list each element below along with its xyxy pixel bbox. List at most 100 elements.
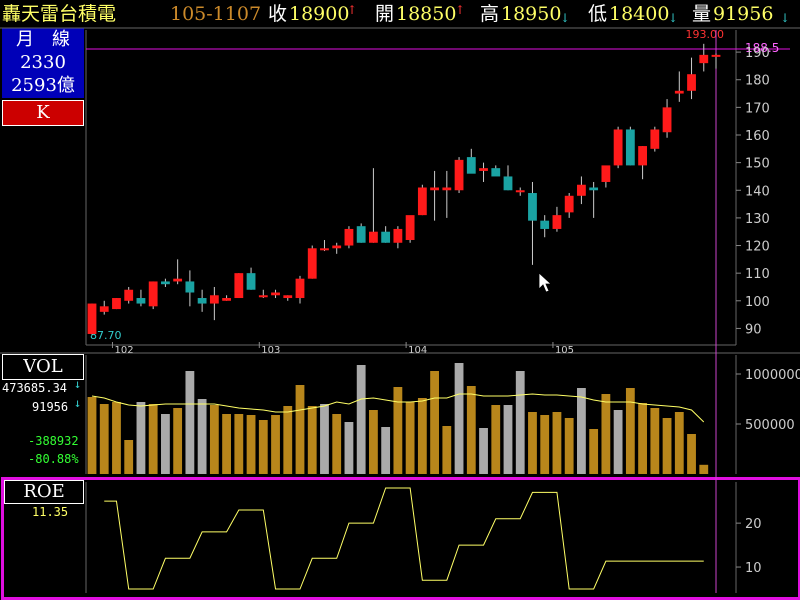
candle-up — [369, 231, 378, 243]
vol-avg-down-icon: ↓ — [74, 377, 82, 391]
volume-bar — [577, 388, 586, 474]
period-label[interactable]: 月 線 — [16, 29, 70, 50]
roe-panel-frame — [1, 477, 800, 600]
volume-bar — [332, 414, 342, 474]
volume-bar — [613, 410, 623, 474]
candle-up — [393, 228, 403, 243]
candle-up — [613, 129, 623, 166]
volume-label: 量 — [692, 3, 712, 25]
candle-down — [589, 187, 599, 191]
volume-bar — [687, 434, 696, 474]
volume-bar — [173, 408, 183, 474]
close-label: 收 — [268, 3, 288, 25]
vol-last: 91956 — [32, 400, 69, 414]
price-y-tick-label: 130 — [745, 212, 770, 227]
candle-up — [454, 159, 464, 191]
vol-label[interactable]: VOL — [2, 354, 84, 380]
last-price-label: 188.5 — [745, 41, 779, 55]
volume-bar — [283, 406, 293, 474]
max-price-label: 193.00 — [686, 28, 725, 41]
open-up-icon: ↑ — [455, 3, 466, 17]
candle-up — [99, 306, 109, 312]
candle-down — [246, 273, 256, 290]
candle-up — [405, 215, 415, 240]
volume-bar — [136, 402, 146, 474]
volume-bar — [662, 418, 672, 474]
price-y-tick-label: 190 — [745, 46, 770, 61]
high-value: 18950 — [501, 3, 562, 25]
roe-y-tick-label: 20 — [745, 517, 762, 532]
candle-up — [112, 298, 121, 310]
high-down-icon: ↓ — [560, 11, 571, 25]
volume-value: 91956 — [713, 3, 774, 25]
time-x-tick-label: 102 — [114, 345, 133, 356]
candle-up — [564, 195, 574, 213]
candle-up — [479, 168, 488, 171]
candle-down — [503, 176, 513, 191]
volume-bar — [356, 365, 366, 474]
price-y-tick-label: 100 — [745, 295, 770, 310]
mouse-cursor-icon — [538, 272, 553, 293]
candle-up — [258, 295, 268, 298]
k-chart-button[interactable]: K — [2, 100, 84, 126]
vol-last-down-icon: ↓ — [74, 396, 82, 410]
candle-down — [491, 168, 501, 177]
volume-bar — [393, 387, 403, 474]
volume-bar — [112, 402, 121, 474]
volume-down-icon: ↓ — [780, 11, 791, 25]
time-x-tick-label: 104 — [408, 345, 427, 356]
candle-down — [625, 129, 635, 166]
quote-date: 105-1107 — [170, 3, 262, 25]
roe-label[interactable]: ROE — [4, 480, 84, 504]
vol-y-tick-label: 500000 — [745, 418, 795, 433]
candle-up — [234, 273, 244, 299]
candle-up — [699, 54, 709, 64]
candle-down — [197, 298, 207, 304]
candle-up — [662, 107, 672, 133]
volume-bar — [307, 406, 317, 474]
candle-up — [674, 90, 684, 94]
low-value: 18400 — [609, 3, 670, 25]
info-box: 月 線 2330 2593億 — [2, 28, 84, 98]
time-x-tick-label: 105 — [555, 345, 574, 356]
price-y-tick-label: 170 — [745, 101, 770, 116]
vol-change-pct: -80.88% — [28, 452, 79, 466]
candle-up — [283, 295, 293, 299]
volume-bar — [258, 420, 268, 474]
volume-bar — [442, 426, 452, 474]
candle-up — [430, 187, 439, 191]
roe-y-tick-label: 10 — [745, 561, 762, 576]
volume-bar — [466, 386, 476, 474]
price-y-tick-label: 140 — [745, 184, 770, 199]
stock-name: 轟天雷台積電 — [2, 3, 117, 25]
volume-bar — [344, 422, 354, 474]
volume-bar — [552, 412, 562, 474]
roe-value: 11.35 — [32, 505, 69, 519]
time-x-tick-label: 103 — [261, 345, 280, 356]
volume-bar — [515, 371, 525, 474]
candle-down — [540, 220, 550, 229]
candle-down — [185, 281, 195, 293]
open-label: 開 — [375, 3, 395, 25]
volume-bar — [271, 415, 280, 474]
min-price-label: 87.70 — [90, 329, 122, 342]
candle-up — [173, 278, 183, 282]
candle-down — [381, 231, 391, 243]
volume-bar — [222, 414, 231, 474]
volume-bar — [601, 394, 611, 474]
volume-bar — [528, 412, 537, 474]
candle-up — [209, 295, 219, 304]
price-y-tick-label: 160 — [745, 129, 770, 144]
candle-up — [515, 190, 525, 193]
candle-up — [87, 303, 97, 334]
open-value: 18850 — [396, 3, 457, 25]
quote-header: 轟天雷台積電 105-1107 收 18900 ↑ 開 18850 ↑ 高 18… — [0, 0, 800, 28]
volume-bar — [87, 397, 97, 474]
candle-up — [222, 298, 231, 301]
low-down-icon: ↓ — [668, 11, 679, 25]
volume-bar — [405, 402, 415, 474]
volume-bar — [369, 410, 378, 474]
price-y-tick-label: 180 — [745, 74, 770, 89]
vol-change: -388932 — [28, 434, 79, 448]
